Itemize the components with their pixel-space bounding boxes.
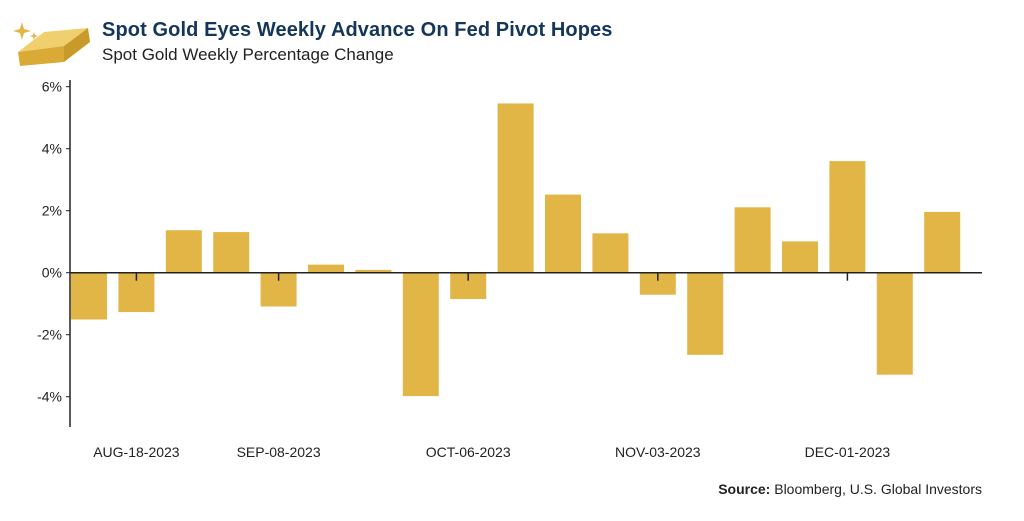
bar-oct-20-2023 xyxy=(545,194,581,273)
source-note: Source: Bloomberg, U.S. Global Investors xyxy=(718,481,982,497)
x-tick-label: NOV-03-2023 xyxy=(615,444,701,460)
source-label: Source: xyxy=(718,481,771,497)
bar-nov-17-2023 xyxy=(734,207,771,273)
bar-nov-24-2023 xyxy=(782,241,818,273)
y-tick-label: 6% xyxy=(42,79,62,95)
x-tick-label: OCT-06-2023 xyxy=(426,444,511,460)
y-tick-label: -2% xyxy=(37,327,62,343)
bar-sep-29-2023 xyxy=(402,272,439,397)
y-tick-label: 0% xyxy=(42,265,62,281)
bar-dec-01-2023 xyxy=(829,161,866,273)
bar-nov-10-2023 xyxy=(687,272,724,355)
bar-sep-22-2023 xyxy=(355,269,392,273)
bar-aug-25-2023 xyxy=(165,230,202,273)
y-tick-label: 4% xyxy=(42,141,62,157)
x-tick-label: SEP-08-2023 xyxy=(237,444,321,460)
bar-dec-15-2023 xyxy=(924,211,961,273)
y-tick-label: -4% xyxy=(37,389,62,405)
chart-subtitle: Spot Gold Weekly Percentage Change xyxy=(102,45,394,64)
x-tick-label: DEC-01-2023 xyxy=(805,444,891,460)
bar-oct-13-2023 xyxy=(497,103,534,273)
x-tick-label: AUG-18-2023 xyxy=(93,444,180,460)
gold-bar-sparkle-icon xyxy=(8,18,94,73)
bar-nov-03-2023 xyxy=(639,272,676,295)
source-text: Bloomberg, U.S. Global Investors xyxy=(774,481,982,497)
bar-sep-01-2023 xyxy=(213,232,250,273)
bar-sep-15-2023 xyxy=(308,264,344,273)
y-tick-label: 2% xyxy=(42,203,62,219)
chart-title: Spot Gold Eyes Weekly Advance On Fed Piv… xyxy=(102,19,613,41)
bar-oct-27-2023 xyxy=(592,233,629,273)
bar-dec-08-2023 xyxy=(876,272,913,375)
bar-aug-11-2023 xyxy=(71,272,107,320)
